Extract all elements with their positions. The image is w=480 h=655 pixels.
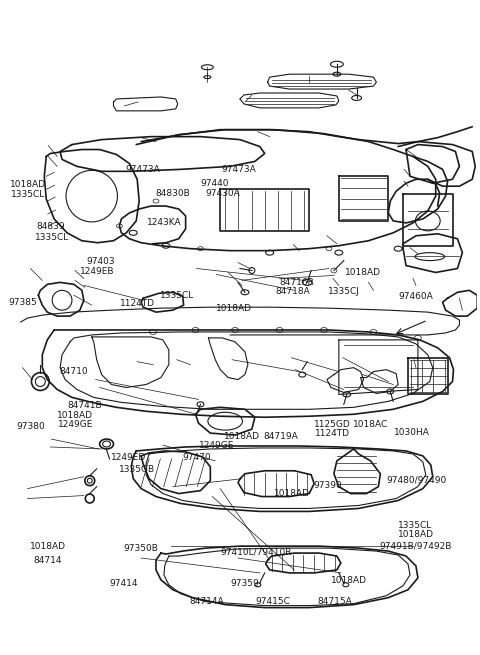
Text: 1335CJ: 1335CJ (327, 287, 360, 295)
Text: 1335CL: 1335CL (398, 521, 432, 530)
Text: 1018AD: 1018AD (331, 576, 367, 586)
Text: 1018AD: 1018AD (216, 304, 252, 313)
Text: 1243KA: 1243KA (147, 218, 181, 227)
Text: 1018AD: 1018AD (224, 432, 260, 441)
Text: 97359: 97359 (230, 579, 259, 588)
Text: 84710: 84710 (60, 367, 88, 375)
Text: 97390: 97390 (313, 481, 342, 490)
Text: 97430A: 97430A (205, 189, 240, 198)
Text: 1018AD: 1018AD (30, 542, 66, 551)
Text: 1125GD: 1125GD (314, 421, 351, 430)
Text: 1018AD: 1018AD (397, 529, 433, 538)
Text: 1018AD: 1018AD (10, 180, 46, 189)
Text: 97440: 97440 (201, 179, 229, 188)
Text: 84741B: 84741B (67, 401, 102, 410)
Text: 97473A: 97473A (221, 165, 256, 174)
Text: 84715A: 84715A (317, 597, 352, 606)
Text: 84714: 84714 (34, 555, 62, 565)
Text: 1249ED: 1249ED (111, 453, 146, 462)
Text: 1018AD: 1018AD (345, 268, 381, 277)
Text: 97473A: 97473A (125, 165, 160, 174)
Text: 1335CL: 1335CL (160, 291, 194, 300)
Text: 1335GB: 1335GB (119, 464, 155, 474)
Text: 84719A: 84719A (263, 432, 298, 441)
Text: 97415C: 97415C (256, 597, 291, 606)
Text: 1030HA: 1030HA (394, 428, 430, 437)
Text: 1124TD: 1124TD (315, 429, 350, 438)
Text: 1249GE: 1249GE (199, 441, 234, 450)
Text: 1124TD: 1124TD (120, 299, 155, 308)
Text: 97385: 97385 (8, 298, 37, 307)
Text: 97403: 97403 (87, 257, 115, 267)
Text: 1018AC: 1018AC (353, 421, 388, 430)
Text: 97480/97490: 97480/97490 (386, 476, 446, 485)
Text: 1018AD: 1018AD (274, 489, 310, 498)
Text: 1249EB: 1249EB (80, 267, 114, 276)
Text: 84830B: 84830B (155, 189, 190, 198)
Text: 97491B/97492B: 97491B/97492B (379, 541, 452, 550)
Text: 97380: 97380 (16, 422, 45, 432)
Text: 1335CL: 1335CL (35, 233, 69, 242)
Text: 84716R: 84716R (279, 278, 314, 286)
Text: 97414: 97414 (109, 579, 138, 588)
Text: 1018AD: 1018AD (58, 411, 94, 421)
Text: 84839: 84839 (36, 221, 65, 231)
Text: 1335CL: 1335CL (11, 190, 45, 199)
Text: 97460A: 97460A (398, 292, 433, 301)
Text: 1249GE: 1249GE (58, 420, 93, 429)
Text: 97470: 97470 (182, 453, 211, 462)
Text: 97410L/79410R: 97410L/79410R (221, 548, 292, 557)
Text: 84714A: 84714A (190, 597, 224, 606)
Text: 97350B: 97350B (123, 544, 158, 553)
Text: 84718A: 84718A (276, 287, 311, 295)
